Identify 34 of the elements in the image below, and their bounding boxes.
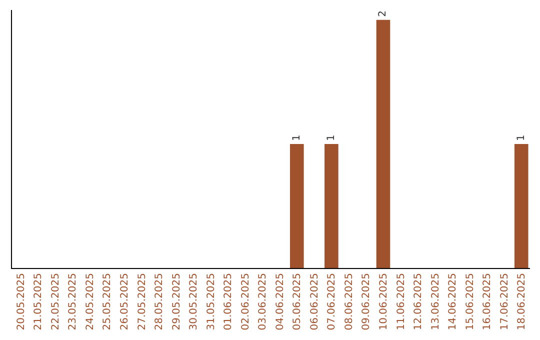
x-tick-label: 17.06.2025: [499, 273, 510, 330]
x-tick-label: 23.05.2025: [68, 273, 79, 330]
x-tick-label: 27.05.2025: [136, 273, 148, 330]
x-tick-label: 30.05.2025: [188, 273, 200, 330]
x-tick-label: 14.06.2025: [448, 273, 459, 330]
x-tick-label: 21.05.2025: [33, 273, 44, 330]
x-tick-label: 11.06.2025: [396, 273, 407, 330]
x-tick-label: 13.06.2025: [430, 273, 442, 330]
x-tick-label: 20.05.2025: [16, 273, 27, 330]
x-tick-label: 18.06.2025: [516, 273, 528, 330]
x-tick-label: 03.06.2025: [258, 273, 269, 330]
x-tick-label: 09.06.2025: [361, 273, 372, 330]
x-tick-label: 06.06.2025: [309, 273, 320, 330]
x-tick-label: 08.06.2025: [344, 273, 355, 330]
data-label: 2: [378, 10, 389, 17]
x-tick-label: 22.05.2025: [50, 273, 62, 330]
x-tick-label: 01.06.2025: [223, 273, 234, 330]
x-tick-label: 31.05.2025: [206, 273, 217, 330]
x-tick-label: 02.06.2025: [240, 273, 252, 330]
data-label: 1: [326, 134, 337, 141]
x-tick-label: 05.06.2025: [292, 273, 304, 330]
x-tick-label: 24.05.2025: [84, 273, 96, 330]
x-tick-label: 16.06.2025: [482, 273, 494, 330]
x-tick-label: 28.05.2025: [154, 273, 166, 330]
data-label: 1: [516, 134, 527, 141]
x-tick-label: 29.05.2025: [171, 273, 182, 330]
x-tick-label: 10.06.2025: [378, 273, 390, 330]
x-tick-label: 25.05.2025: [102, 273, 114, 330]
x-tick-label: 07.06.2025: [326, 273, 338, 330]
x-tick-label: 04.06.2025: [274, 273, 286, 330]
x-tick-label: 12.06.2025: [413, 273, 424, 330]
x-tick-label: 15.06.2025: [464, 273, 476, 330]
x-tick-label: 26.05.2025: [119, 273, 130, 330]
data-label: 1: [291, 134, 302, 141]
